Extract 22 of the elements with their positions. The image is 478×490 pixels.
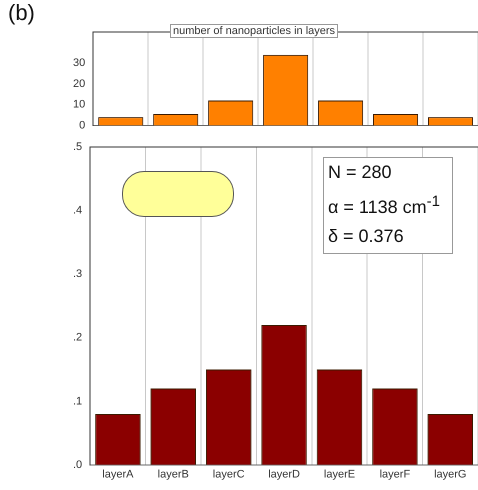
y-tick-label: 20 (72, 78, 86, 90)
x-tick-label: layerF (380, 468, 410, 480)
y-tick-label: .0 (72, 458, 82, 471)
annotation: N = 280 (328, 161, 393, 184)
x-tick-label: layerC (212, 468, 245, 480)
x-tick-label: layerB (158, 468, 189, 480)
y-tick-label: .2 (72, 332, 82, 344)
chart-title: number of nanoparticles in layers (170, 24, 338, 38)
y-tick-label: .1 (72, 395, 82, 408)
y-tick-label: .4 (72, 204, 82, 217)
annotation: δ = 0.376 (328, 225, 405, 248)
x-tick-label: layerA (102, 468, 134, 480)
y-tick-label: 30 (72, 57, 86, 70)
y-tick-label: .5 (72, 141, 82, 154)
annotation: α = 1138 cm$^{-1}$ (328, 192, 440, 219)
y-tick-label: .3 (72, 268, 82, 280)
x-tick-label: layerG (434, 468, 466, 480)
y-tick-label: 10 (72, 98, 86, 111)
x-tick-label: layerE (324, 468, 356, 480)
x-tick-label: layerD (268, 468, 300, 480)
y-tick-label: 0 (79, 119, 86, 132)
text: (b) (8, 0, 35, 26)
